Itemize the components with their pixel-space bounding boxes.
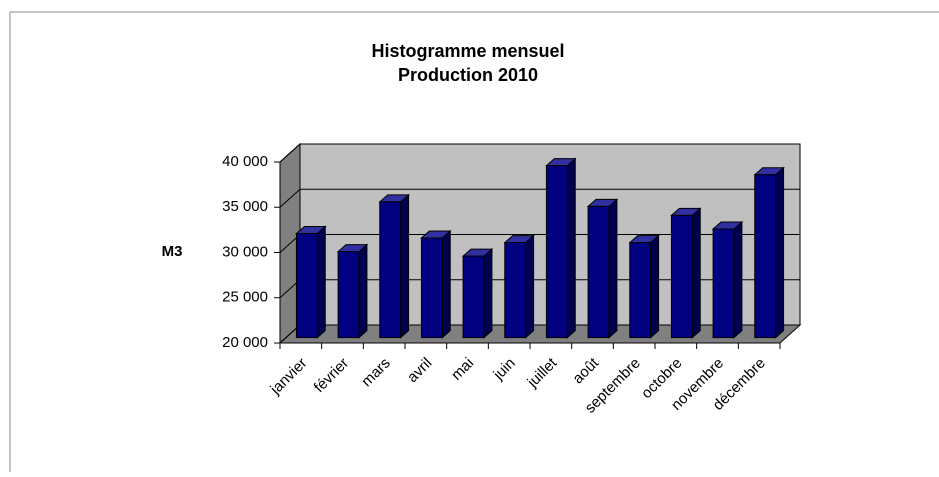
bar-side: [358, 243, 368, 339]
bar: [545, 165, 568, 339]
bar: [504, 242, 527, 339]
bar: [379, 201, 402, 339]
chart-title: Histogramme mensuel: [371, 41, 564, 61]
grid-line: [279, 143, 301, 163]
y-tick-label: 30 000: [222, 243, 268, 260]
grid-line: [279, 188, 301, 208]
bar-side: [775, 166, 785, 339]
y-axis-label: M3: [162, 243, 183, 260]
x-tick-label: février: [311, 355, 352, 396]
bar: [754, 174, 777, 339]
x-tick-label: janvier: [266, 355, 310, 399]
bar: [462, 255, 485, 339]
y-tick-label: 25 000: [222, 289, 268, 306]
bar-side: [650, 234, 660, 339]
bar-side: [566, 157, 576, 339]
y-tick-label: 20 000: [222, 334, 268, 351]
bar: [337, 251, 360, 339]
bar: [629, 242, 652, 339]
bar-side: [525, 234, 535, 339]
bar-side: [691, 207, 701, 339]
bar-side: [733, 220, 743, 339]
bar-side: [441, 229, 451, 339]
y-tick-label: 35 000: [222, 198, 268, 215]
chart-subtitle: Production 2010: [398, 65, 538, 85]
x-tick-label: août: [569, 354, 602, 387]
bar: [712, 228, 735, 339]
x-tick-label: juillet: [524, 354, 561, 391]
x-tick-label: juin: [490, 355, 519, 384]
y-tick-label: 40 000: [222, 153, 268, 170]
bar: [295, 233, 318, 339]
bar-side: [483, 248, 493, 339]
bar: [420, 237, 443, 339]
bar-side: [400, 193, 410, 339]
x-tick-label: mars: [358, 355, 394, 391]
x-tick-label: avril: [404, 355, 435, 386]
bar-side: [316, 225, 326, 339]
x-tick-label: mai: [448, 355, 477, 384]
bar: [670, 214, 693, 339]
bar-side: [608, 198, 618, 339]
bar: [587, 205, 610, 339]
